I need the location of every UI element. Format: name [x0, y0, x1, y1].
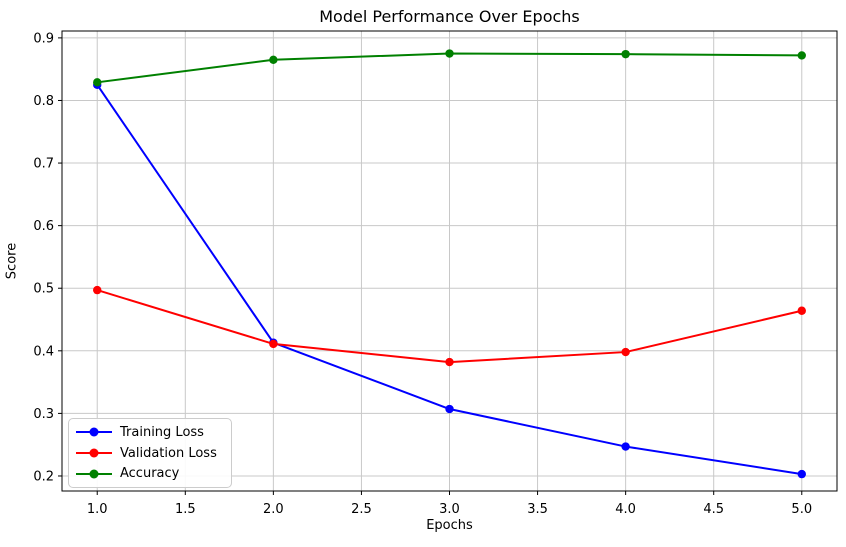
x-tick-label: 4.5 — [703, 502, 724, 517]
series-point-validation-loss — [621, 347, 630, 357]
series-point-accuracy — [621, 49, 630, 59]
legend-label: Training Loss — [120, 424, 204, 440]
series-point-accuracy — [445, 49, 454, 58]
series-point-training-loss — [445, 404, 454, 414]
legend-item-training-loss: Training Loss — [76, 422, 223, 443]
legend-label: Accuracy — [120, 466, 180, 482]
legend-label: Validation Loss — [120, 445, 217, 461]
x-tick-label: 1.5 — [175, 502, 196, 517]
x-tick-label: 5.0 — [791, 502, 812, 517]
x-tick-label: 2.5 — [351, 502, 372, 517]
y-tick-label: 0.9 — [33, 31, 54, 46]
series-point-accuracy — [93, 78, 102, 87]
series-point-validation-loss — [445, 357, 454, 367]
y-tick-label: 0.2 — [33, 469, 54, 484]
x-tick-label: 4.0 — [615, 502, 636, 517]
y-tick-label: 0.6 — [33, 219, 54, 234]
legend-line-sample — [76, 427, 112, 437]
series-point-training-loss — [797, 469, 806, 479]
x-tick-label: 3.0 — [439, 502, 460, 517]
legend-item-accuracy: Accuracy — [76, 463, 223, 484]
series-point-training-loss — [621, 442, 630, 451]
legend-marker-icon — [89, 448, 99, 458]
legend-line-sample — [76, 448, 112, 458]
legend: Training Loss Validation Loss Accuracy — [68, 418, 232, 488]
series-point-validation-loss — [93, 285, 102, 295]
series-point-accuracy — [797, 51, 806, 60]
y-tick-label: 0.7 — [33, 157, 54, 172]
legend-marker-icon — [89, 427, 99, 437]
series-point-validation-loss — [269, 339, 278, 349]
x-tick-label: 3.5 — [527, 502, 548, 517]
chart-title: Model Performance Over Epochs — [319, 7, 580, 26]
y-tick-label: 0.4 — [33, 344, 54, 359]
x-tick-label: 2.0 — [263, 502, 284, 517]
series-point-accuracy — [269, 55, 278, 64]
legend-line-sample — [76, 469, 112, 479]
legend-item-validation-loss: Validation Loss — [76, 443, 223, 464]
series-point-validation-loss — [797, 306, 806, 315]
y-tick-label: 0.8 — [33, 94, 54, 109]
y-tick-label: 0.3 — [33, 407, 54, 422]
legend-marker-icon — [89, 469, 99, 479]
x-axis-label: Epochs — [426, 518, 473, 533]
x-tick-label: 1.0 — [87, 502, 108, 517]
y-tick-label: 0.5 — [33, 282, 54, 297]
